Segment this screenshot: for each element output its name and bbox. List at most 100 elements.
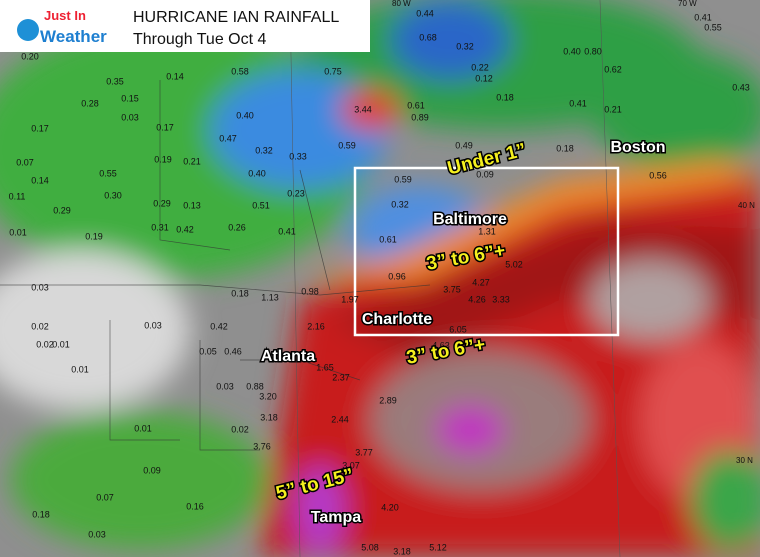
- rain-value: 0.32: [255, 145, 273, 155]
- rain-value: 0.33: [289, 151, 307, 161]
- subtitle: Through Tue Oct 4: [133, 31, 267, 48]
- rain-value: 0.28: [81, 98, 99, 108]
- rain-value: 0.41: [694, 12, 712, 22]
- logo-bottom: Weather: [40, 27, 107, 46]
- rain-value: 0.61: [407, 100, 425, 110]
- rain-value: 0.21: [183, 156, 201, 166]
- rain-value: 0.15: [121, 93, 139, 103]
- rain-value: 0.26: [228, 222, 246, 232]
- rain-value: 0.16: [186, 501, 204, 511]
- rain-value: 0.11: [9, 191, 26, 201]
- grid-label: 40 N: [738, 201, 755, 210]
- rain-value: 0.30: [104, 190, 122, 200]
- rain-value: 0.35: [106, 76, 124, 86]
- rain-value: 0.43: [732, 82, 750, 92]
- rain-value: 0.17: [31, 123, 49, 133]
- rain-value: 0.59: [338, 140, 356, 150]
- rain-value: 0.46: [224, 346, 242, 356]
- rain-value: 0.13: [183, 200, 201, 210]
- focus-box: [353, 166, 620, 337]
- city: Atlanta: [261, 348, 315, 365]
- rain-value: 0.05: [199, 346, 217, 356]
- rain-value: 3.44: [354, 104, 372, 114]
- rain-value: 2.89: [379, 395, 397, 405]
- rain-value: 3.33: [492, 294, 510, 304]
- rain-value: 0.14: [166, 71, 184, 81]
- rain-value: 3.18: [393, 546, 411, 556]
- rain-value: 0.23: [287, 188, 305, 198]
- meridian: [599, 0, 621, 557]
- rain-value: 5.08: [361, 542, 379, 552]
- rain-value: 0.22: [471, 62, 489, 72]
- rain-value: 0.03: [144, 320, 162, 330]
- rain-value: 0.41: [569, 98, 587, 108]
- rain-value: 4.63: [432, 340, 450, 350]
- rain-value: 0.32: [456, 41, 474, 51]
- rain-value: 0.07: [96, 492, 114, 502]
- rain-value: 0.01: [71, 364, 89, 374]
- rain-value: 0.88: [246, 381, 264, 391]
- rain-value: 0.49: [455, 140, 473, 150]
- rain-value: 0.41: [278, 226, 296, 236]
- rain-value: 1.13: [261, 292, 279, 302]
- rain-value: 0.03: [216, 381, 234, 391]
- rain-value: 3.18: [260, 412, 278, 422]
- rain-value: 0.42: [210, 321, 228, 331]
- rain-value: 5.02: [505, 259, 523, 269]
- city: Charlotte: [362, 311, 432, 328]
- borders: [0, 80, 431, 451]
- grid-label: 30 N: [736, 456, 753, 465]
- rain-value: 3.07: [342, 460, 360, 470]
- rain-value: 1.31: [478, 226, 496, 236]
- rain-value: 0.18: [32, 509, 50, 519]
- rain-value: 0.80: [584, 46, 602, 56]
- rain-value: 0.59: [394, 174, 412, 184]
- values: 0.440.680.320.220.120.180.40 0.800.620.41…: [9, 8, 750, 556]
- rain-value: 0.55: [704, 22, 722, 32]
- rain-value: 3.75: [443, 284, 461, 294]
- header: [0, 0, 370, 52]
- rain-value: 0.03: [88, 529, 106, 539]
- city: Baltimore: [433, 211, 507, 228]
- rain-value: 1.97: [341, 294, 359, 304]
- rain-value: 0.29: [53, 205, 71, 215]
- rain-value: 0.01: [9, 227, 27, 237]
- rain-value: 0.51: [252, 200, 270, 210]
- rain-value: 3.76: [253, 441, 271, 451]
- rain-value: 0.62: [604, 64, 622, 74]
- rain-value: 0.96: [388, 271, 406, 281]
- rain-value: 0.02: [36, 339, 54, 349]
- rain-value: 0.01: [134, 423, 152, 433]
- rain-value: 0.40: [236, 110, 254, 120]
- city: Boston: [610, 139, 665, 156]
- rain-value: 4.20: [381, 502, 399, 512]
- rain-value: 0.55: [99, 168, 117, 178]
- rain-value: 0.56: [649, 170, 667, 180]
- rain-value: 0.68: [419, 32, 437, 42]
- rain-value: 0.98: [301, 286, 319, 296]
- rain-value: 0.44: [416, 8, 434, 18]
- meridian: [289, 0, 301, 557]
- rain-value: 0.18: [231, 288, 249, 298]
- rain-value: 3.20: [259, 391, 277, 401]
- rain-value: 0.03: [31, 282, 49, 292]
- rain-value: 0.42: [176, 224, 194, 234]
- grid-label: 80 W: [392, 0, 411, 8]
- rain-value: 0.03: [121, 112, 139, 122]
- rain-value: 0.58: [231, 66, 249, 76]
- city: Tampa: [311, 509, 361, 526]
- rain-value: 1.65: [316, 362, 334, 372]
- rain-value: 0.01: [52, 339, 70, 349]
- rain-value: 0.40: [563, 46, 581, 56]
- rain-value: 0.47: [219, 133, 237, 143]
- rain-value: 6.05: [449, 324, 467, 334]
- rain-value: 4.27: [472, 277, 490, 287]
- rain-value: 0.19: [154, 154, 172, 164]
- rain-value: 0.12: [475, 73, 493, 83]
- rain-value: 0.09: [476, 169, 494, 179]
- logo-icon: [17, 19, 39, 41]
- rain-value: 2.16: [307, 321, 325, 331]
- rain-value: 0.07: [16, 157, 34, 167]
- rain-value: 0.02: [231, 424, 249, 434]
